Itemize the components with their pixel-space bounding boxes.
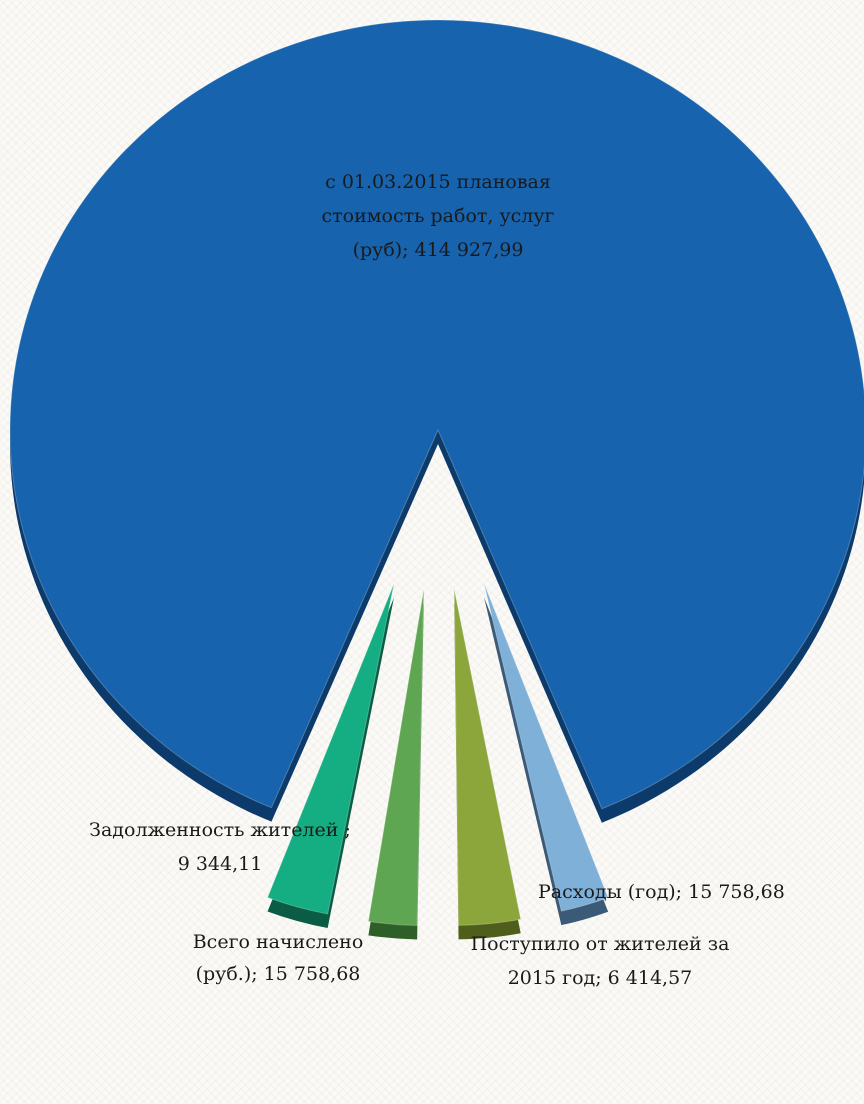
data-label-4-line-0: Расходы (год); 15 758,68 xyxy=(538,881,785,903)
data-label-4: Расходы (год); 15 758,68 xyxy=(538,881,785,903)
data-label-1-line-0: Задолженность жителей ; xyxy=(89,819,351,841)
slices-layer xyxy=(9,19,864,940)
pie-slice-4 xyxy=(266,583,395,928)
data-label-0-line-0: с 01.03.2015 плановая xyxy=(325,171,551,193)
labels-layer: с 01.03.2015 плановая стоимость работ, ус… xyxy=(89,171,785,989)
pie-slice-0 xyxy=(9,19,864,823)
data-label-2-line-0: Всего начислено xyxy=(193,931,364,953)
pie-slice-top-3 xyxy=(367,589,425,927)
data-label-1: Задолженность жителей ; 9 344,11 xyxy=(89,819,351,875)
data-label-1-line-1: 9 344,11 xyxy=(178,853,263,875)
pie-slice-top-0 xyxy=(9,19,864,810)
pie-slice-top-1 xyxy=(483,583,609,912)
data-label-2: Всего начислено (руб.); 15 758,68 xyxy=(193,931,364,985)
pie-slice-top-4 xyxy=(266,583,395,915)
data-label-0-line-2: (руб); 414 927,99 xyxy=(353,239,524,261)
data-label-0-line-1: стоимость работ, услуг xyxy=(322,205,555,227)
data-label-3: Поступило от жителей за 2015 год; 6 414,5… xyxy=(471,933,730,989)
pie-slice-3 xyxy=(367,589,425,940)
data-label-3-line-0: Поступило от жителей за xyxy=(471,933,730,955)
data-label-0: с 01.03.2015 плановая стоимость работ, ус… xyxy=(322,171,555,261)
data-label-2-line-1: (руб.); 15 758,68 xyxy=(196,963,361,985)
data-label-3-line-1: 2015 год; 6 414,57 xyxy=(508,967,693,989)
pie-slice-top-2 xyxy=(453,589,522,926)
pie-slice-2 xyxy=(453,589,522,940)
pie-slice-1 xyxy=(483,583,609,926)
